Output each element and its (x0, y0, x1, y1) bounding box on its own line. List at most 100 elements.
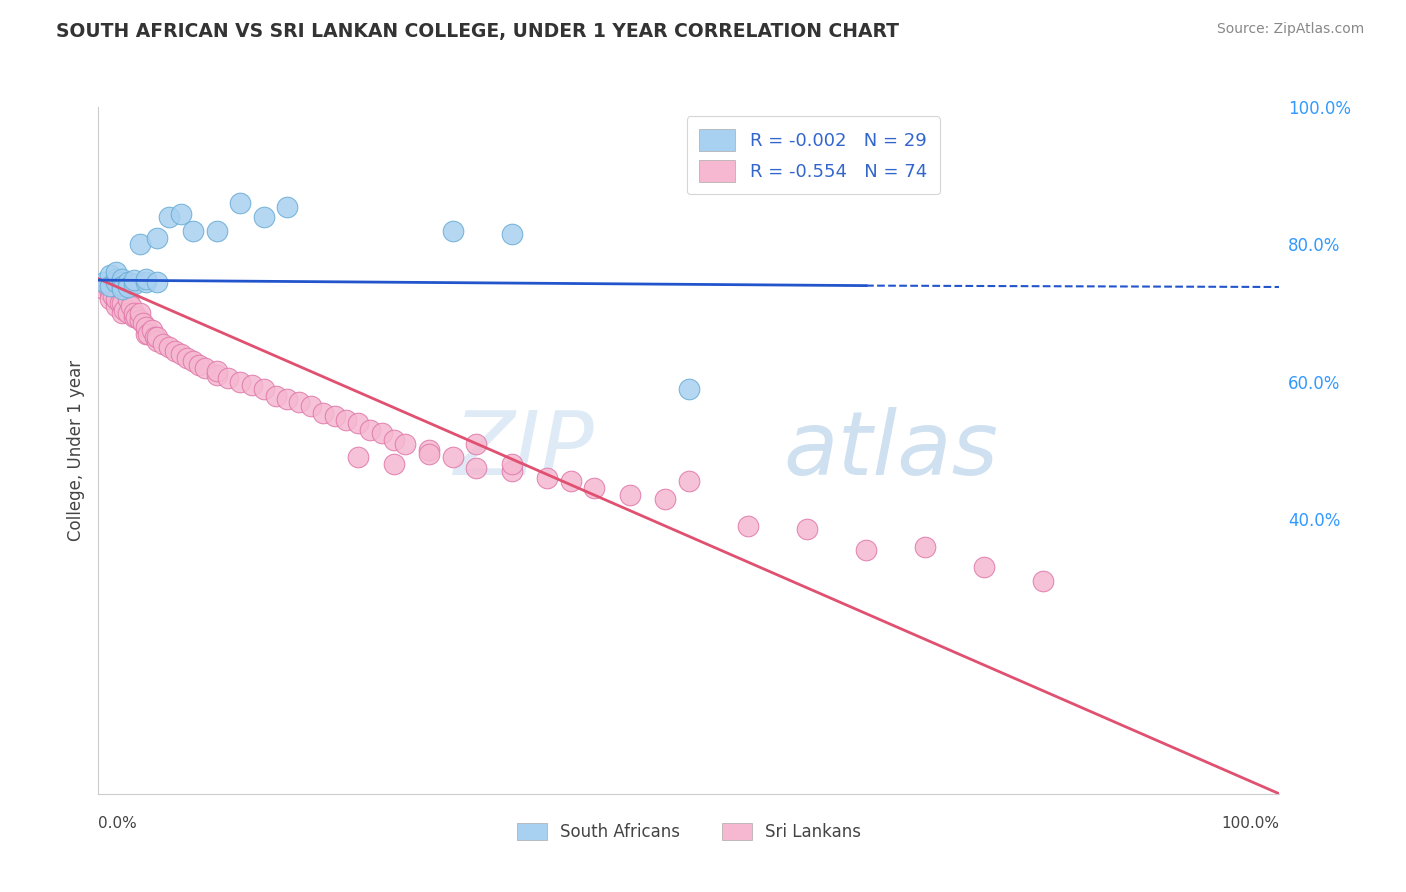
Point (97, 278, 120, 293)
Point (347, 450, 370, 465)
Point (253, 210, 276, 224)
Point (117, 280, 139, 294)
Point (157, 210, 180, 224)
Point (132, 317, 155, 331)
Point (217, 371, 239, 385)
Text: SOUTH AFRICAN VS SRI LANKAN COLLEGE, UNDER 1 YEAR CORRELATION CHART: SOUTH AFRICAN VS SRI LANKAN COLLEGE, UND… (56, 22, 900, 41)
Point (973, 560, 995, 574)
Point (181, 224, 204, 238)
Point (152, 337, 174, 351)
Point (359, 423, 381, 437)
Text: 100.0%: 100.0% (1222, 816, 1279, 831)
Text: ZIP: ZIP (454, 408, 595, 493)
Point (98, 285, 121, 300)
Point (98, 268, 121, 283)
Point (382, 433, 405, 447)
Point (146, 330, 169, 344)
Point (264, 388, 287, 402)
Point (93, 282, 115, 296)
Point (796, 523, 818, 537)
Point (276, 200, 298, 214)
Point (501, 464, 523, 478)
Point (111, 295, 134, 310)
Point (117, 306, 139, 320)
Point (105, 265, 128, 279)
Point (205, 368, 228, 382)
Point (229, 375, 252, 389)
Point (146, 275, 169, 289)
Point (121, 299, 143, 313)
Point (146, 334, 169, 348)
Point (93, 275, 115, 289)
Point (394, 436, 416, 450)
Y-axis label: College, Under 1 year: College, Under 1 year (66, 359, 84, 541)
Point (135, 275, 157, 289)
Point (441, 224, 464, 238)
Point (737, 519, 759, 533)
Point (654, 491, 676, 506)
Point (111, 275, 134, 289)
Point (143, 330, 166, 344)
Point (418, 447, 440, 461)
Point (299, 399, 322, 413)
Point (323, 409, 346, 423)
Point (1032, 574, 1054, 588)
Point (371, 426, 394, 441)
Point (108, 295, 131, 310)
Point (128, 313, 150, 327)
Point (128, 237, 150, 252)
Point (229, 196, 252, 211)
Point (170, 347, 193, 361)
Point (112, 302, 135, 317)
Point (111, 271, 134, 285)
Text: atlas: atlas (783, 408, 998, 493)
Point (678, 475, 700, 489)
Point (122, 310, 145, 324)
Point (335, 412, 357, 426)
Point (465, 460, 488, 475)
Point (135, 271, 157, 285)
Point (418, 443, 440, 458)
Text: Source: ZipAtlas.com: Source: ZipAtlas.com (1216, 22, 1364, 37)
Point (125, 310, 148, 324)
Point (98, 293, 121, 307)
Point (105, 299, 128, 313)
Point (536, 471, 558, 485)
Point (194, 361, 217, 376)
Point (855, 543, 877, 558)
Point (276, 392, 298, 406)
Point (619, 488, 641, 502)
Point (105, 271, 128, 285)
Point (441, 450, 464, 465)
Point (117, 293, 139, 307)
Point (465, 436, 488, 450)
Legend: South Africans, Sri Lankans: South Africans, Sri Lankans (510, 816, 868, 847)
Point (141, 323, 163, 337)
Point (382, 457, 405, 471)
Point (170, 206, 193, 220)
Point (101, 289, 124, 303)
Point (288, 395, 311, 409)
Point (111, 306, 134, 320)
Point (136, 326, 159, 341)
Point (135, 319, 157, 334)
Point (501, 227, 523, 241)
Text: 0.0%: 0.0% (98, 816, 138, 831)
Point (240, 378, 263, 392)
Point (205, 364, 228, 378)
Point (111, 282, 134, 296)
Point (501, 457, 523, 471)
Point (187, 358, 209, 372)
Point (312, 406, 335, 420)
Point (583, 481, 606, 495)
Point (135, 326, 157, 341)
Point (122, 273, 145, 287)
Point (678, 382, 700, 396)
Point (181, 354, 204, 368)
Point (347, 416, 370, 430)
Point (146, 230, 169, 244)
Point (122, 306, 145, 320)
Point (157, 340, 180, 354)
Point (176, 351, 198, 365)
Point (205, 224, 228, 238)
